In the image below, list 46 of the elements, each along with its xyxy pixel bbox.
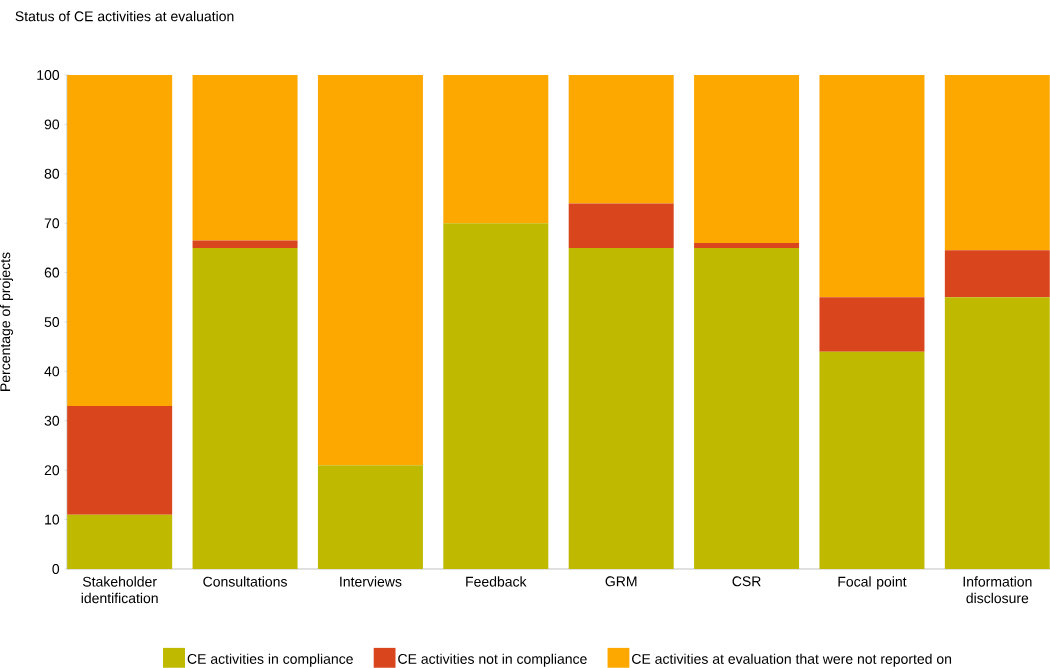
bar	[568, 203, 674, 248]
bar	[443, 74, 549, 224]
x-tick-label: GRM	[605, 576, 637, 587]
y-tick-label: 50	[44, 317, 60, 327]
x-tick-label: Interviews	[340, 576, 402, 587]
x-tick-label: Stakeholder identification	[81, 576, 158, 604]
bar	[568, 74, 674, 204]
bar	[819, 351, 925, 569]
bar	[192, 240, 298, 248]
bar	[67, 74, 173, 406]
bar	[694, 242, 800, 248]
legend-label: CE activities not in compliance	[398, 653, 587, 667]
y-tick-label: 40	[44, 366, 60, 377]
bar	[443, 223, 549, 569]
y-tick-label: 70	[44, 218, 60, 229]
x-tick-label: CSR	[732, 576, 761, 587]
legend-label: CE activities in compliance	[187, 653, 353, 667]
legend-label: CE activities at evaluation that were not reported on	[632, 653, 952, 667]
bar	[944, 250, 1050, 298]
bar	[67, 405, 173, 515]
y-tick-label: 90	[44, 119, 60, 130]
bar	[694, 74, 800, 243]
x-tick-label: Focal point	[838, 576, 907, 590]
bar	[317, 465, 423, 569]
x-tick-label: Information disclosure	[963, 576, 1032, 604]
bar	[944, 74, 1050, 251]
bar	[192, 74, 298, 241]
y-tick-label: 0	[52, 564, 60, 574]
y-tick-label: 80	[44, 168, 60, 179]
y-tick-label: 10	[45, 514, 60, 525]
x-tick-label: Feedback	[466, 576, 527, 587]
bar	[819, 297, 925, 352]
chart-title: Status of CE activities at evaluation	[15, 10, 234, 22]
x-tick-label: Consultations	[203, 576, 287, 587]
bar	[944, 297, 1050, 569]
y-tick-label: 20	[44, 465, 60, 476]
bar	[819, 74, 925, 298]
bar	[694, 247, 800, 569]
bar	[67, 514, 173, 569]
bar	[192, 247, 298, 569]
y-tick-label: 100	[37, 70, 60, 80]
y-tick-label: 60	[44, 267, 60, 278]
bar	[317, 74, 423, 466]
bar	[568, 247, 674, 569]
y-tick-label: 30	[44, 415, 60, 426]
y-axis-title: Percentage of projects	[0, 252, 13, 391]
